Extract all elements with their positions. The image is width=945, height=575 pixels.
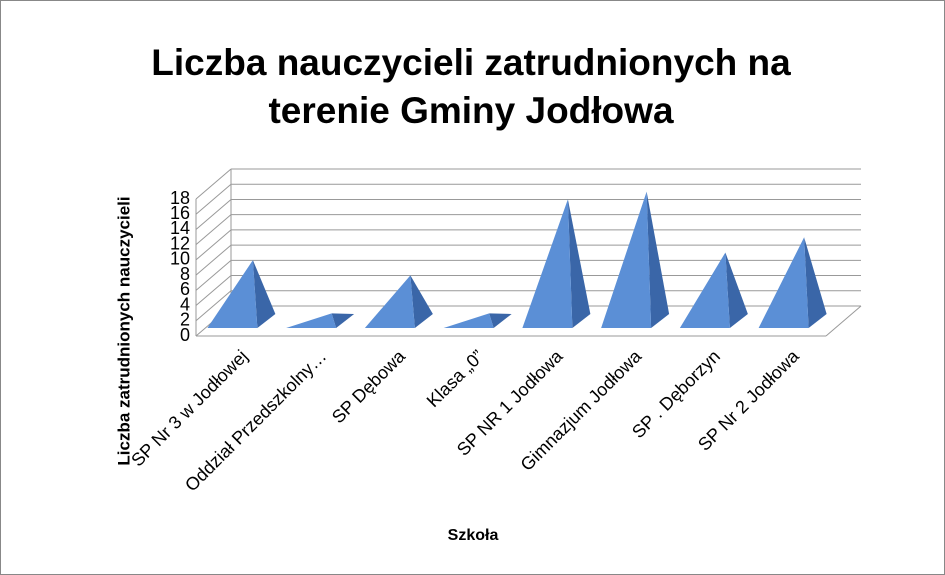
- pyramid: [207, 260, 276, 328]
- pyramid-front: [758, 237, 809, 328]
- floor-line: [825, 305, 862, 337]
- grid-line: [195, 290, 232, 322]
- x-tick-label: SP Dębowa: [328, 345, 410, 427]
- pyramid: [758, 237, 827, 328]
- y-tick-label: 2: [180, 310, 190, 330]
- pyramid-front: [207, 260, 258, 328]
- pyramid-side: [725, 252, 748, 328]
- y-tick-label: 8: [180, 264, 190, 284]
- chart-title: Liczba nauczycieli zatrudnionych na tere…: [151, 42, 791, 131]
- pyramid: [522, 199, 591, 328]
- pyramid-front: [286, 313, 337, 328]
- pyramid-side: [331, 313, 355, 328]
- grid-line: [195, 229, 232, 261]
- x-tick-label: Klasa „0”: [423, 346, 488, 411]
- pyramid-side: [252, 260, 276, 328]
- pyramid-side: [567, 199, 591, 328]
- y-tick-label: 10: [170, 249, 190, 269]
- grid-line: [195, 244, 232, 276]
- x-axis-title: Szkoła: [448, 527, 499, 544]
- pyramid-front: [522, 199, 573, 328]
- pyramid-front: [364, 275, 415, 328]
- pyramid: [443, 313, 512, 328]
- pyramid-side: [646, 191, 670, 328]
- pyramid: [364, 275, 433, 328]
- grid-line: [195, 199, 232, 230]
- pyramid-front: [443, 313, 494, 328]
- grid-line: [195, 275, 232, 306]
- y-tick-label: 18: [170, 188, 190, 208]
- pyramid-front: [601, 191, 652, 328]
- grid-line: [195, 214, 232, 246]
- grid-line: [195, 183, 232, 215]
- pyramid-side: [489, 313, 512, 328]
- pyramid-front: [679, 252, 730, 328]
- pyramid-side: [410, 275, 433, 328]
- y-tick-label: 0: [180, 325, 190, 345]
- pyramid-side: [804, 237, 827, 328]
- y-tick-label: 16: [170, 203, 190, 223]
- pyramid: [679, 252, 748, 328]
- y-tick-label: 12: [170, 233, 190, 253]
- y-tick-label: 14: [170, 218, 190, 238]
- y-axis-title: Liczba zatrudnionych nauczycieli: [114, 196, 133, 465]
- grid-line: [195, 168, 232, 200]
- y-tick-label: 4: [180, 294, 190, 314]
- pyramid: [286, 313, 355, 328]
- y-tick-label: 6: [180, 279, 190, 299]
- x-tick-label: Oddział Przedszkolny…: [181, 346, 330, 495]
- grid-line: [195, 259, 232, 291]
- pyramid: [601, 191, 670, 328]
